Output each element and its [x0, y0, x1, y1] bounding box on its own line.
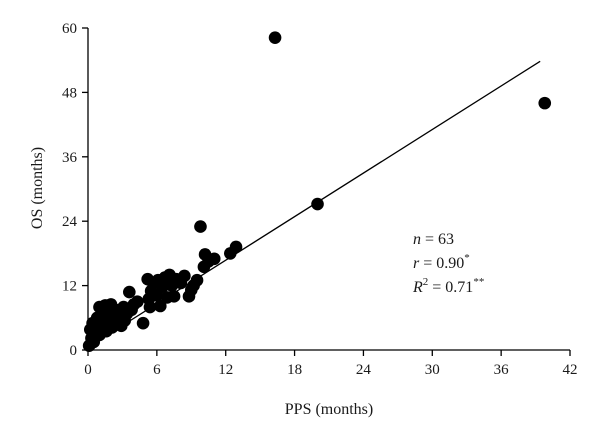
x-tick-label: 6: [153, 362, 161, 378]
stat-r2: R2 = 0.71**: [412, 276, 484, 296]
data-point: [207, 252, 221, 266]
x-tick-label: 36: [494, 362, 510, 378]
x-tick-label: 42: [563, 362, 578, 378]
stat-r: r = 0.90*: [413, 252, 470, 272]
stat-r-value: = 0.90: [419, 255, 464, 272]
y-tick-label: 12: [62, 279, 77, 295]
y-tick-label: 0: [70, 343, 78, 359]
axes: 0 6 12 18 24 30 36 42 0 12 24 36 48 60: [62, 21, 578, 378]
data-point: [229, 240, 243, 254]
stat-n: n = 63: [413, 231, 454, 248]
data-point: [178, 269, 191, 283]
stat-r-label: r: [413, 255, 420, 272]
stat-r2-significance: **: [473, 276, 484, 288]
y-tick-label: 48: [62, 85, 77, 101]
stat-r-significance: *: [464, 252, 470, 264]
stat-n-value: = 63: [421, 231, 454, 248]
x-tick-label: 12: [218, 362, 233, 378]
y-tick-label: 60: [62, 21, 77, 37]
data-point: [190, 273, 204, 287]
x-axis-title: PPS (months): [285, 401, 373, 418]
x-tick-label: 18: [287, 362, 302, 378]
data-point: [136, 316, 150, 330]
data-point: [167, 290, 181, 303]
data-point: [123, 285, 136, 299]
stats-annotation: n = 63 r = 0.90* R2 = 0.71**: [412, 231, 484, 296]
data-point: [311, 197, 324, 211]
data-point: [143, 300, 157, 314]
stat-r2-value: = 0.71: [428, 279, 473, 296]
y-axis-title: OS (months): [29, 147, 46, 229]
data-point: [131, 295, 144, 309]
x-tick-label: 30: [425, 362, 440, 378]
data-point: [154, 299, 167, 313]
data-points: [82, 31, 552, 353]
data-point: [268, 31, 282, 44]
stat-r2-exponent: 2: [423, 276, 429, 288]
x-tick-label: 24: [356, 362, 372, 378]
y-tick-label: 36: [62, 150, 78, 166]
x-tick-label: 0: [84, 362, 92, 378]
y-ticks: 0 12 24 36 48 60: [62, 21, 88, 359]
stat-r2-label: R: [412, 279, 423, 296]
y-tick-label: 24: [62, 214, 78, 230]
stat-n-label: n: [413, 231, 421, 248]
x-ticks: 0 6 12 18 24 30 36 42: [84, 350, 578, 378]
data-point: [194, 220, 207, 233]
data-point: [538, 96, 552, 110]
